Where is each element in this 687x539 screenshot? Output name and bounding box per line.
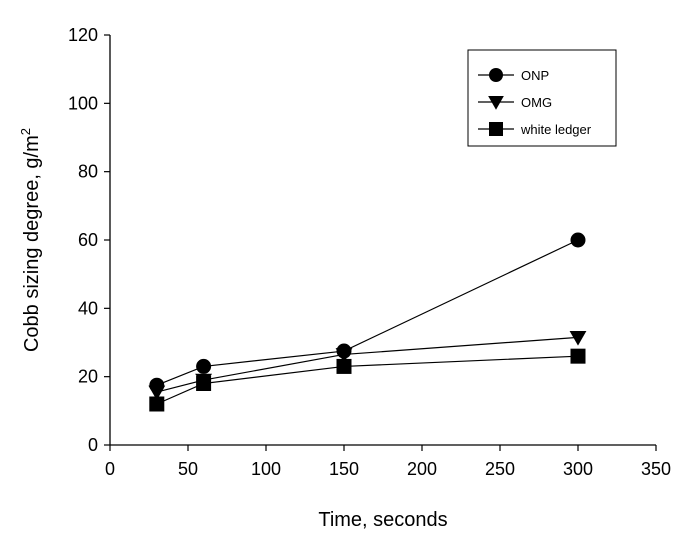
- data-point-omg: [148, 385, 166, 401]
- legend-marker-onp: [489, 68, 503, 82]
- legend-marker-omg: [488, 96, 504, 110]
- legend: ONP OMG white ledger: [467, 49, 617, 147]
- y-tick-label: 80: [78, 162, 98, 182]
- x-tick-label: 350: [641, 459, 671, 479]
- data-point-onp: [570, 232, 586, 248]
- x-tick-label: 100: [251, 459, 281, 479]
- y-axis-title: Cobb sizing degree, g/m2: [18, 128, 43, 352]
- data-point-white-ledger: [149, 396, 165, 412]
- x-tick-label: 250: [485, 459, 515, 479]
- data-point-omg: [335, 348, 353, 363]
- y-tick-label: 40: [78, 298, 98, 318]
- y-tick-label: 120: [68, 25, 98, 45]
- y-tick-label: 20: [78, 367, 98, 387]
- legend-label-onp: ONP: [521, 68, 549, 83]
- legend-item-omg: OMG: [478, 95, 552, 110]
- plot-area: [148, 232, 587, 412]
- series-line-omg: [156, 336, 579, 393]
- x-tick-label: 300: [563, 459, 593, 479]
- legend-marker-white-ledger: [489, 122, 503, 136]
- data-point-white-ledger: [336, 358, 352, 374]
- series-line-white-ledger: [156, 355, 579, 405]
- x-tick-label: 200: [407, 459, 437, 479]
- y-axis-title-superscript: 2: [18, 128, 33, 135]
- data-point-white-ledger: [570, 348, 586, 364]
- y-tick-label: 100: [68, 93, 98, 113]
- x-tick-label: 50: [178, 459, 198, 479]
- axes: 0 50 100 150 200 250 300 350 0 20 40 60 80 100 120: [68, 25, 671, 479]
- legend-label-white-ledger: white ledger: [520, 122, 592, 137]
- series-white-ledger: [149, 348, 586, 412]
- legend-label-omg: OMG: [521, 95, 552, 110]
- x-tick-label: 150: [329, 459, 359, 479]
- data-point-white-ledger: [196, 376, 212, 391]
- data-point-omg: [569, 331, 587, 346]
- legend-item-onp: ONP: [478, 68, 549, 83]
- x-tick-label: 0: [105, 459, 115, 479]
- y-tick-label: 0: [88, 435, 98, 455]
- y-axis-title-text: Cobb sizing degree, g/m: [21, 135, 43, 352]
- legend-item-white-ledger: white ledger: [478, 122, 592, 137]
- series-onp: [149, 232, 586, 393]
- x-axis-title: Time, seconds: [318, 509, 447, 531]
- series-line-onp: [156, 239, 579, 386]
- y-tick-label: 60: [78, 230, 98, 250]
- data-point-onp: [196, 358, 212, 374]
